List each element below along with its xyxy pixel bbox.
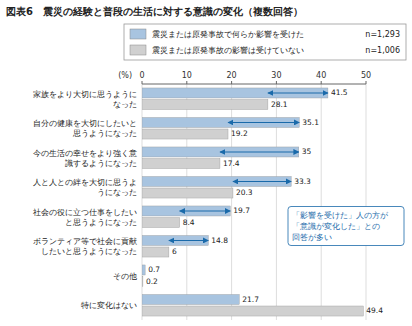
chart: 図表6 震災の経験と普段の生活に対する意識の変化（複数回答） 震災または原発事故で… xyxy=(0,0,412,326)
difference-arrow xyxy=(180,210,231,211)
annotation-text: 「影響を受けた」人の方が「意識が変化した」との回答が多い xyxy=(292,211,389,242)
data-label: 14.8 xyxy=(211,236,228,245)
axis-line xyxy=(142,84,366,85)
category-label: 特に変化はない xyxy=(81,301,137,310)
bar xyxy=(142,265,145,275)
bar xyxy=(142,176,291,186)
data-label: 20.3 xyxy=(236,188,253,197)
bar xyxy=(142,218,180,228)
legend: 震災または原発事故で何らか影響を受けた n=1,293 震災または原発事故の影響は受… xyxy=(124,24,406,60)
category-label: 自分の健康を大切にしたいと思うようになった xyxy=(33,119,137,138)
category-label: 今の生活の幸せをより強く意識するようになった xyxy=(33,148,137,167)
bar xyxy=(142,100,268,110)
data-label: 19.2 xyxy=(231,129,248,138)
legend-label: 震災または原発事故で何らか影響を受けた xyxy=(152,30,304,39)
grid-line xyxy=(366,84,367,320)
bar xyxy=(142,129,228,139)
difference-arrow xyxy=(169,240,208,241)
difference-arrow xyxy=(228,122,299,123)
data-label: 8.4 xyxy=(183,218,195,227)
bar xyxy=(142,247,169,257)
bar xyxy=(142,306,363,316)
data-label: 17.4 xyxy=(223,159,240,168)
bar xyxy=(142,206,230,216)
data-label: 0.7 xyxy=(148,265,160,274)
category-label: 人と人との絆を大切に思うようになった xyxy=(33,178,137,197)
bar xyxy=(142,117,299,127)
annotation-box xyxy=(288,207,404,246)
category-label: 家族をより大切に思うようになった xyxy=(33,89,137,108)
annotation: 「影響を受けた」人の方が「意識が変化した」との回答が多い xyxy=(288,207,404,246)
bar xyxy=(142,277,143,287)
tick-label: 30 xyxy=(271,71,281,80)
category-label: ボランティア等で社会に貢献したいと思うようになった xyxy=(33,237,137,256)
tick-label: 50 xyxy=(361,71,371,80)
data-label: 35.1 xyxy=(302,118,319,127)
data-label: 33.3 xyxy=(294,177,311,186)
legend-swatch xyxy=(130,29,146,39)
tick-label: 40 xyxy=(316,71,326,80)
bars xyxy=(142,88,363,316)
axis-label: (%) xyxy=(118,71,132,80)
category-label: その他 xyxy=(113,271,137,280)
bar xyxy=(142,147,299,157)
data-label: 6 xyxy=(172,247,177,256)
bar xyxy=(142,294,239,304)
category-label: 社会の役に立つ仕事をしたいと思うようになった xyxy=(33,207,137,226)
data-label: 41.5 xyxy=(331,88,348,97)
bar xyxy=(142,88,328,98)
legend-label: 震災または原発事故の影響は受けていない xyxy=(152,46,304,55)
tick-label: 10 xyxy=(182,71,192,80)
difference-arrow xyxy=(268,92,328,93)
data-label: 0.2 xyxy=(146,277,158,286)
tick-label: 0 xyxy=(139,71,144,80)
bar xyxy=(142,159,220,169)
bar xyxy=(142,235,208,245)
bar xyxy=(142,188,233,198)
grid-line xyxy=(321,84,322,320)
data-label: 21.7 xyxy=(242,295,259,304)
legend-note: n=1,293 xyxy=(365,30,400,39)
y-axis: 家族をより大切に思うようになった自分の健康を大切にしたいと思うようになった今の生… xyxy=(33,89,137,310)
tick-label: 20 xyxy=(227,71,237,80)
data-label: 49.4 xyxy=(366,306,383,315)
legend-box xyxy=(124,24,406,60)
legend-note: n=1,006 xyxy=(365,46,400,55)
legend-swatch xyxy=(130,45,146,55)
data-label: 19.7 xyxy=(233,206,250,215)
difference-arrow xyxy=(220,151,299,152)
data-label: 35 xyxy=(302,147,312,156)
x-axis: 0 10 20 30 40 50 (%) xyxy=(118,71,371,320)
difference-arrow xyxy=(233,181,291,182)
title: 図表6 震災の経験と普段の生活に対する意識の変化（複数回答） xyxy=(6,6,303,18)
data-label: 28.1 xyxy=(271,100,288,109)
data-labels: 41.5 35.1 35 33.3 19.7 14.8 0.7 21.7 28.1 19.2 17.… xyxy=(146,88,383,315)
